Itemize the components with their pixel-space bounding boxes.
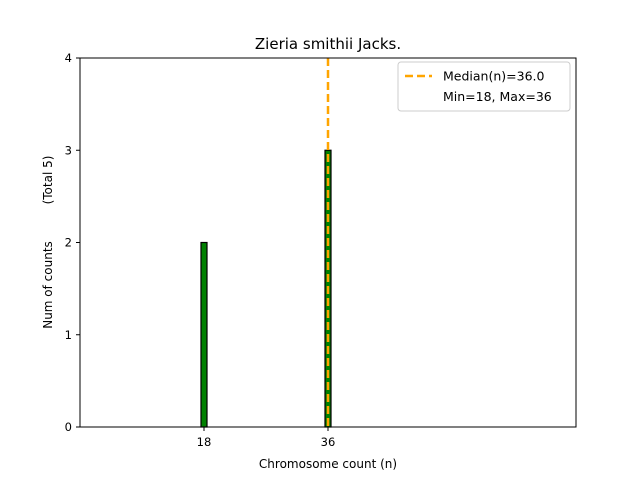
y-axis-label: Num of counts [41, 241, 55, 329]
y-tick-label-3: 3 [65, 143, 72, 157]
y-tick-label-2: 2 [65, 236, 72, 250]
legend: Median(n)=36.0 Min=18, Max=36 [397, 61, 571, 112]
x-axis-label: Chromosome count (n) [259, 457, 397, 471]
y-tick-label-1: 1 [65, 328, 72, 342]
x-axis-ticks: 18 36 [197, 427, 336, 449]
bar-18 [200, 241, 208, 428]
chart-title: Zieria smithii Jacks. [255, 35, 401, 53]
legend-median-label: Median(n)=36.0 [443, 69, 544, 84]
y-axis-ticks: 0 1 2 3 4 [65, 51, 80, 434]
legend-minmax-label: Min=18, Max=36 [443, 89, 552, 104]
y-tick-label-0: 0 [65, 420, 72, 434]
x-tick-label-36: 36 [321, 435, 336, 449]
x-tick-label-18: 18 [197, 435, 212, 449]
legend-box [397, 61, 571, 112]
y-tick-label-4: 4 [65, 51, 72, 65]
y-axis-total-label: (Total 5) [41, 156, 55, 205]
